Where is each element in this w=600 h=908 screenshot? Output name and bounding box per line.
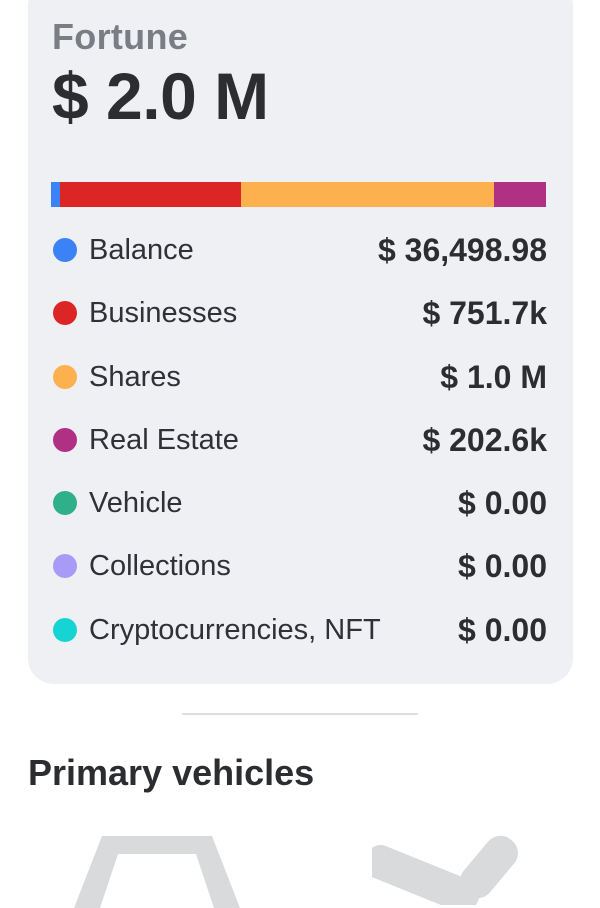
fortune-total: $ 2.0 M [52,59,269,133]
row-label: Businesses [89,297,238,330]
row-label: Collections [89,550,231,583]
balance-dot-icon [53,238,77,262]
shares-dot-icon [53,364,77,389]
breakdown-row-real-estate[interactable]: Real Estate $ 202.6k [28,423,573,486]
row-label: Vehicle [89,487,183,520]
fortune-card: Fortune $ 2.0 M Balance $ 36,498.98 Busi… [28,0,573,684]
row-label: Shares [89,360,181,393]
row-value: $ 1.0 M [440,358,547,395]
businesses-dot-icon [53,301,77,326]
fortune-title: Fortune [52,16,189,57]
car-icon[interactable] [62,828,252,908]
bar-segment-shares [240,182,495,207]
breakdown-row-balance[interactable]: Balance $ 36,498.98 [28,233,573,296]
row-value: $ 0.00 [458,611,547,648]
fortune-breakdown-list: Balance $ 36,498.98 Businesses $ 751.7k … [28,233,573,676]
row-value: $ 751.7k [422,295,547,332]
primary-vehicles-title: Primary vehicles [28,752,315,793]
crypto-dot-icon [53,617,77,642]
row-label: Real Estate [89,423,239,456]
breakdown-row-collections[interactable]: Collections $ 0.00 [28,549,573,612]
row-value: $ 36,498.98 [377,232,547,268]
fortune-distribution-bar [51,182,546,207]
collections-dot-icon [53,554,77,579]
breakdown-row-crypto[interactable]: Cryptocurrencies, NFT $ 0.00 [28,613,573,676]
row-label: Balance [89,234,194,266]
bar-segment-balance [51,182,60,207]
row-value: $ 0.00 [458,485,547,522]
section-divider [182,713,418,715]
real-estate-dot-icon [53,427,77,452]
breakdown-row-businesses[interactable]: Businesses $ 751.7k [28,296,573,359]
row-label: Cryptocurrencies, NFT [89,613,381,646]
bar-segment-real-estate [494,182,546,207]
row-value: $ 0.00 [458,548,547,585]
row-value: $ 202.6k [422,421,547,458]
airplane-icon[interactable] [372,830,532,905]
bar-segment-businesses [59,182,241,207]
breakdown-row-vehicle[interactable]: Vehicle $ 0.00 [28,486,573,549]
vehicle-dot-icon [53,491,77,516]
breakdown-row-shares[interactable]: Shares $ 1.0 M [28,360,573,423]
